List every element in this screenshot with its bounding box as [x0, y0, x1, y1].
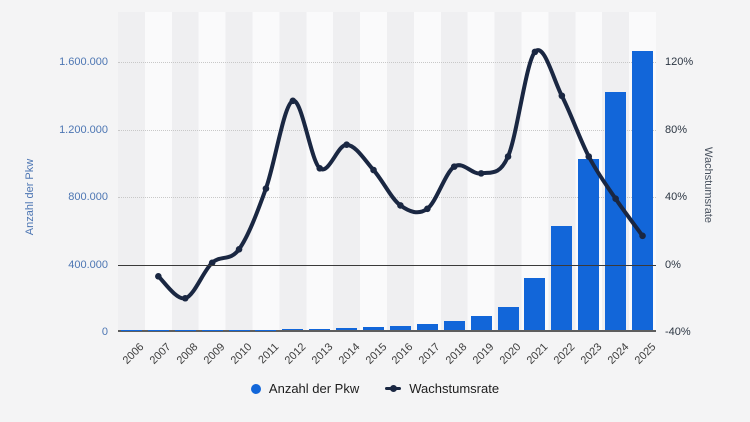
x-label-2015: 2015 — [363, 341, 390, 367]
left-tick-1.200.000: 1.200.000 — [59, 123, 108, 136]
line-point-2018[interactable]: 2018: 58% — [450, 163, 458, 170]
line-point-2010[interactable]: 2010: 9% — [235, 246, 243, 253]
line-point-2008[interactable]: 2008: -20% — [181, 294, 189, 302]
legend-item-wachstumsrate[interactable]: Wachstumsrate — [385, 381, 499, 396]
bar-2020[interactable] — [497, 306, 519, 330]
x-label-2018: 2018 — [443, 341, 470, 367]
plot-area: 2007: -7% 2008: -20% 2009: 1% 2010: 9% 2011:… — [118, 12, 656, 332]
x-label-2011: 2011 — [256, 341, 282, 367]
legend-item-anzahl-der-pkw[interactable]: Anzahl der Pkw — [250, 381, 360, 396]
growth-line-layer: 2007: -7% 2008: -20% 2009: 1% 2010: 9% 2011:… — [155, 48, 646, 302]
right-tick-40%: 40% — [665, 191, 688, 203]
bar-series-icon — [250, 383, 261, 394]
bar-2012[interactable] — [282, 329, 304, 330]
line-point-2025[interactable]: 2025: 17% — [639, 232, 646, 240]
line-point-2012[interactable]: 2012: 97% — [289, 97, 297, 105]
x-label-2023: 2023 — [578, 341, 605, 367]
line-point-2017[interactable]: 2017: 33% — [424, 205, 431, 213]
x-label-2022: 2022 — [551, 341, 578, 367]
line-point-2007[interactable]: 2007: -7% — [155, 273, 162, 280]
gridline-120pct — [118, 62, 656, 63]
right-tick--40%: -40% — [665, 326, 691, 338]
x-label-2016: 2016 — [390, 341, 416, 367]
bar-2015[interactable] — [363, 326, 385, 330]
bar-2024[interactable] — [605, 92, 627, 330]
x-label-2006: 2006 — [121, 341, 147, 367]
x-label-2021: 2021 — [524, 341, 551, 367]
legend-label-wachstumsrate: Wachstumsrate — [409, 381, 500, 396]
right-tick-0%: 0% — [665, 258, 681, 271]
right-tick-80%: 80% — [665, 123, 688, 136]
x-label-2012: 2012 — [282, 341, 309, 367]
line-point-2009[interactable]: 2009: 1% — [208, 259, 216, 267]
growth-line[interactable] — [156, 48, 645, 301]
left-tick-0: 0 — [101, 326, 108, 338]
x-label-2010: 2010 — [228, 341, 255, 367]
line-point-2022[interactable]: 2022: 100% — [558, 92, 566, 100]
line-point-2013[interactable]: 2013: 57% — [316, 165, 324, 172]
bar-2025[interactable] — [632, 51, 654, 330]
legend-label-anzahl-der-pkw: Anzahl der Pkw — [268, 381, 360, 396]
x-label-2009: 2009 — [201, 341, 228, 367]
left-axis-title: Anzahl der Pkw — [24, 158, 36, 236]
x-label-2014: 2014 — [336, 341, 363, 367]
bar-2023[interactable] — [578, 159, 600, 330]
line-point-2019[interactable]: 2019: 54% — [477, 170, 485, 177]
bar-2021[interactable] — [524, 277, 546, 330]
bar-2013[interactable] — [309, 328, 331, 330]
right-axis-title: Wachstumsrate — [702, 146, 714, 224]
gridline-80pct — [118, 129, 656, 131]
legend: Anzahl der Pkw Wachstumsrate — [0, 381, 750, 396]
line-point-2024[interactable]: 2024: 39% — [612, 195, 619, 202]
x-label-2019: 2019 — [470, 341, 497, 367]
line-point-2021[interactable]: 2021: 126% — [531, 48, 539, 56]
left-tick-1.600.000: 1.600.000 — [59, 56, 108, 68]
left-tick-400.000: 400.000 — [68, 258, 108, 271]
line-point-2023[interactable]: 2023: 64% — [585, 153, 593, 160]
x-label-2020: 2020 — [497, 341, 524, 367]
line-point-2020[interactable]: 2020: 64% — [504, 153, 512, 160]
line-point-2014[interactable]: 2014: 71% — [343, 141, 350, 148]
line-point-2015[interactable]: 2015: 56% — [370, 166, 377, 174]
x-label-2025: 2025 — [632, 341, 659, 367]
x-label-2008: 2008 — [174, 341, 201, 367]
line-point-2011[interactable]: 2011: 45% — [262, 185, 270, 192]
line-point-2016[interactable]: 2016: 35% — [397, 202, 404, 209]
bar-2017[interactable] — [416, 324, 438, 330]
bar-2022[interactable] — [551, 225, 573, 330]
gridline-40pct — [118, 197, 656, 198]
x-label-2007: 2007 — [148, 341, 174, 367]
x-label-2013: 2013 — [309, 341, 336, 367]
bar-2019[interactable] — [470, 316, 492, 330]
bar-2016[interactable] — [389, 325, 411, 330]
left-tick-800.000: 800.000 — [68, 191, 108, 203]
bar-2014[interactable] — [336, 327, 358, 330]
x-label-2024: 2024 — [605, 341, 632, 367]
right-tick-120%: 120% — [665, 56, 694, 68]
zero-percent-line — [118, 264, 656, 266]
bar-2018[interactable] — [443, 320, 465, 330]
line-series-icon — [385, 384, 402, 394]
x-label-2017: 2017 — [417, 341, 443, 367]
